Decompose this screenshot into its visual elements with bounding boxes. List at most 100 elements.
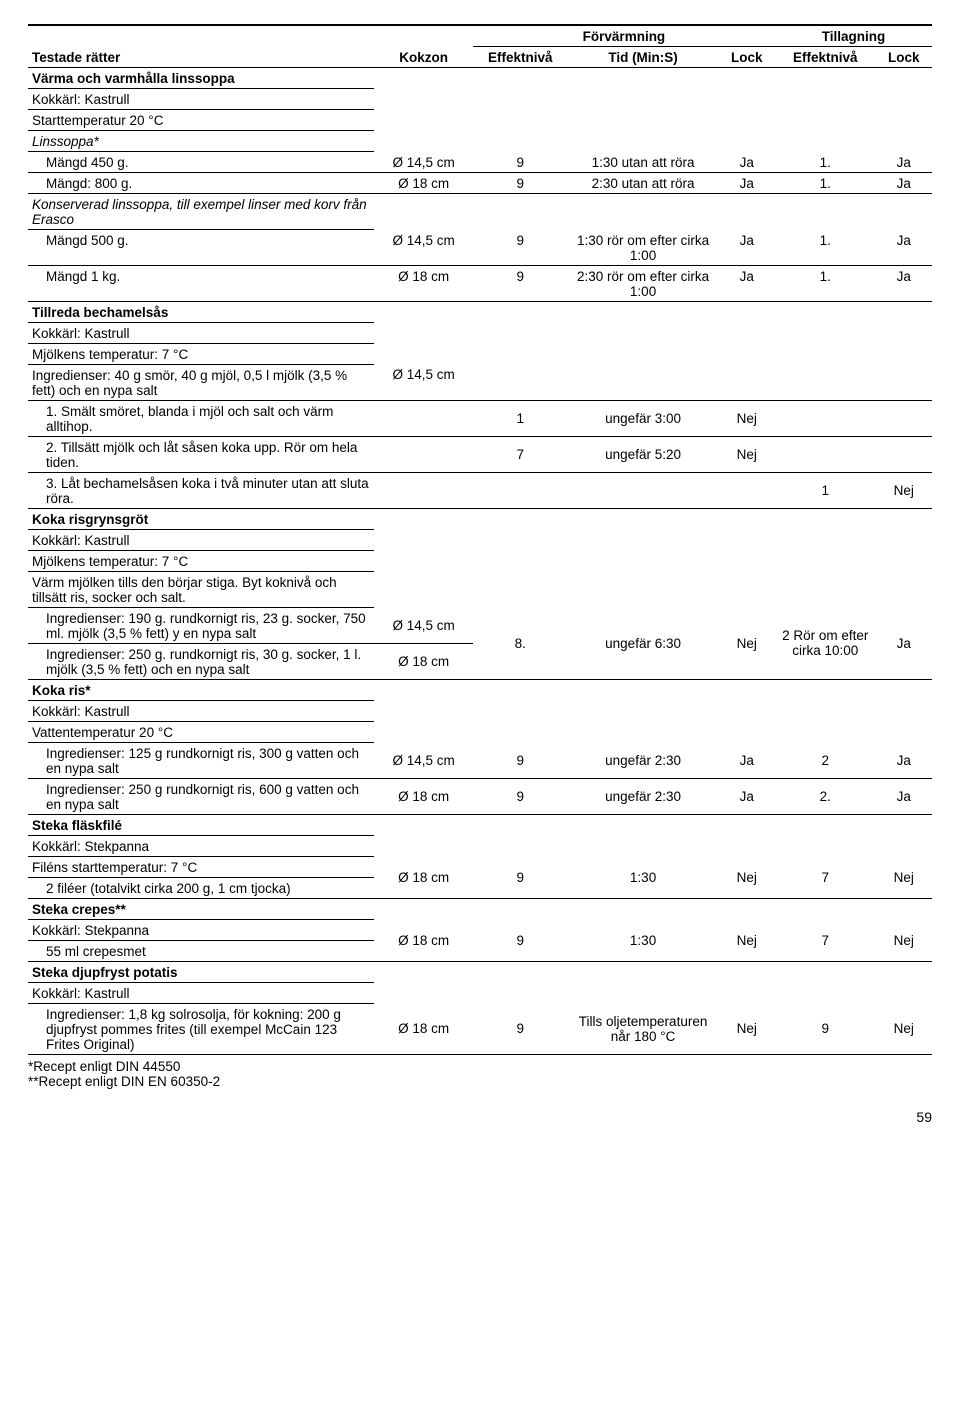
row-lid2: Ja [876,152,932,173]
sub-title: Linssoppa* [28,131,374,152]
table-row: Ingredienser: 1,8 kg solrosolja, för kok… [28,1003,932,1054]
cookware: Kokkärl: Kastrull [28,89,374,110]
table-row: Mängd: 800 g. Ø 18 cm 9 2:30 utan att rö… [28,173,932,194]
row-zone: Ø 14,5 cm [374,152,473,173]
row-lid2: Nej [876,856,932,898]
col-level1: Effektnivå [473,47,568,68]
instruction: Värm mjölken tills den börjar stiga. Byt… [28,571,374,607]
row-zone: Ø 18 cm [374,643,473,679]
row-level2: 1. [775,152,876,173]
header-group-row: Förvärmning Tillagning [28,25,932,47]
row-level2: 2 [775,742,876,778]
milk-temp: Mjölkens temperatur: 7 °C [28,343,374,364]
row-zone: Ø 18 cm [374,778,473,814]
row-lid1: Nej [719,1003,775,1054]
col-level2: Effektnivå [775,47,876,68]
row-time: ungefär 2:30 [568,778,719,814]
section-title: Steka fläskfilé [28,814,374,835]
row-label: Mängd 1 kg. [28,265,374,301]
row-zone: Ø 18 cm [374,1003,473,1054]
row-time: 1:30 utan att röra [568,152,719,173]
section-title: Steka djupfryst potatis [28,961,374,982]
col-lid2: Lock [876,47,932,68]
section-title: Värma och varmhålla linssoppa [28,68,374,89]
row-time: ungefär 5:20 [568,436,719,472]
start-temp: Starttemperatur 20 °C [28,110,374,131]
row-lid1: Nej [719,856,775,898]
row-zone: Ø 18 cm [374,173,473,194]
row-time: Tills oljetemperaturen når 180 °C [568,1003,719,1054]
note: 2 filéer (totalvikt cirka 200 g, 1 cm tj… [28,877,374,898]
row-zone: Ø 18 cm [374,265,473,301]
row-level2: 2. [775,778,876,814]
cookware: Kokkärl: Stekpanna [28,919,374,940]
table-row: Ingredienser: 190 g. rundkornigt ris, 23… [28,607,932,643]
row-lid1: Nej [719,400,775,436]
row-level: 1 [473,400,568,436]
table-row: Filéns starttemperatur: 7 °C Ø 18 cm 9 1… [28,856,932,877]
step: 2. Tillsätt mjölk och låt såsen koka upp… [28,436,374,472]
row-lid1: Ja [719,173,775,194]
row-level2: 1. [775,265,876,301]
section-title: Koka risgrynsgröt [28,508,374,529]
row-lid1: Nej [719,607,775,679]
row-time: ungefär 3:00 [568,400,719,436]
row-level2: 1. [775,173,876,194]
row-time: ungefär 2:30 [568,742,719,778]
ingredients: Ingredienser: 40 g smör, 40 g mjöl, 0,5 … [28,364,374,400]
row-lid1: Ja [719,230,775,266]
row-lid1: Nej [719,919,775,961]
row-lid2: Ja [876,778,932,814]
footnote-2: **Recept enligt DIN EN 60350-2 [28,1074,932,1089]
ingredients: Ingredienser: 250 g rundkornigt ris, 600… [28,778,374,814]
table-row: Ingredienser: 40 g smör, 40 g mjöl, 0,5 … [28,364,932,400]
table-row: Kokkärl: Stekpanna Ø 18 cm 9 1:30 Nej 7 … [28,919,932,940]
sub-title: Konserverad linssoppa, till exempel lins… [28,194,374,230]
group-forvarmning: Förvärmning [473,25,775,47]
row-level2: 7 [775,856,876,898]
row-level: 7 [473,436,568,472]
row-label: Mängd 450 g. [28,152,374,173]
table-row: Ingredienser: 250 g rundkornigt ris, 600… [28,778,932,814]
table-row: 3. Låt bechamelsåsen koka i två minuter … [28,472,932,508]
table-row: Ingredienser: 125 g rundkornigt ris, 300… [28,742,932,778]
row-time: 1:30 [568,856,719,898]
row-level: 9 [473,152,568,173]
ingredients: Ingredienser: 125 g rundkornigt ris, 300… [28,742,374,778]
note: 55 ml crepesmet [28,940,374,961]
table-row: 1. Smält smöret, blanda i mjöl och salt … [28,400,932,436]
row-lid2: Nej [876,472,932,508]
row-level2: 1 [775,472,876,508]
col-dish: Testade rätter [28,47,374,68]
table-row: Mängd 500 g. Ø 14,5 cm 9 1:30 rör om eft… [28,230,932,266]
row-zone: Ø 14,5 cm [374,364,473,400]
ingredients: Ingredienser: 1,8 kg solrosolja, för kok… [28,1003,374,1054]
row-level: 9 [473,230,568,266]
row-zone: Ø 18 cm [374,856,473,898]
row-lid1: Ja [719,152,775,173]
row-time: 1:30 rör om efter cirka 1:00 [568,230,719,266]
row-lid1: Nej [719,436,775,472]
row-level2: 9 [775,1003,876,1054]
row-lid2: Ja [876,742,932,778]
row-lid2: Ja [876,265,932,301]
row-lid1: Ja [719,265,775,301]
cookware: Kokkärl: Kastrull [28,322,374,343]
row-level: 9 [473,173,568,194]
row-lid2: Nej [876,919,932,961]
row-lid1: Ja [719,742,775,778]
row-zone: Ø 14,5 cm [374,742,473,778]
section-title: Tillreda bechamelsås [28,301,374,322]
col-time: Tid (Min:S) [568,47,719,68]
cookware: Kokkärl: Kastrull [28,982,374,1003]
milk-temp: Mjölkens temperatur: 7 °C [28,550,374,571]
table-row: 2. Tillsätt mjölk och låt såsen koka upp… [28,436,932,472]
row-lid2: Nej [876,1003,932,1054]
row-lid2: Ja [876,607,932,679]
group-tillagning: Tillagning [775,25,932,47]
cookware: Kokkärl: Kastrull [28,700,374,721]
table-row: Mängd 1 kg. Ø 18 cm 9 2:30 rör om efter … [28,265,932,301]
page-number: 59 [28,1109,932,1125]
row-time: ungefär 6:30 [568,607,719,679]
row-level2: 7 [775,919,876,961]
